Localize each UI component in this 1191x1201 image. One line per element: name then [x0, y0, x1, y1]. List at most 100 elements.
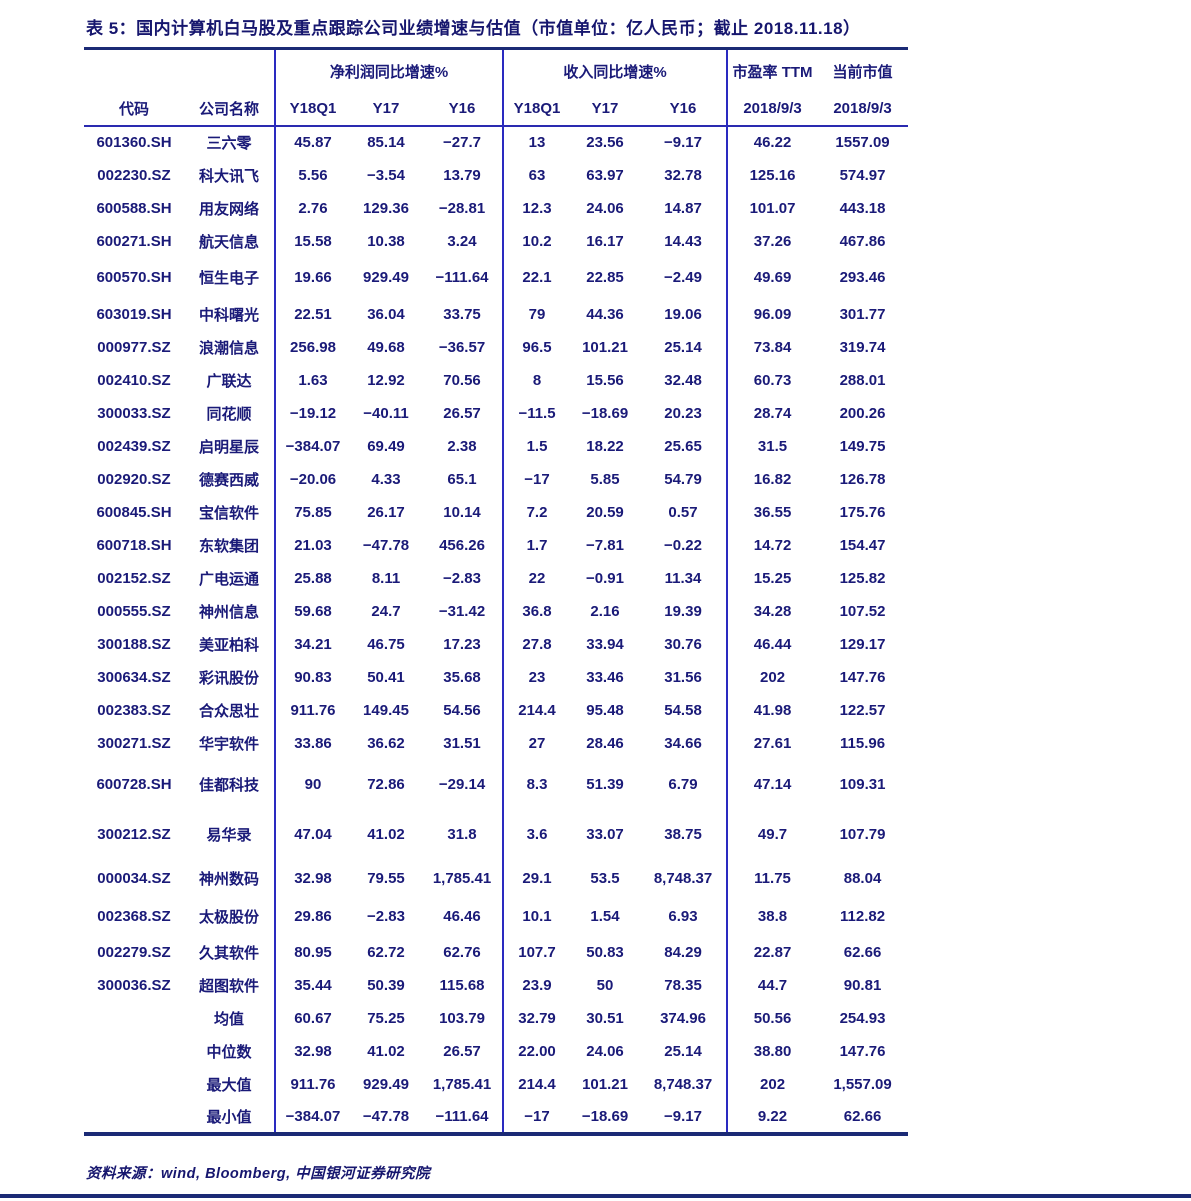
value-cell: −20.06 — [274, 462, 350, 496]
value-cell: 107.79 — [839, 826, 886, 843]
table-row: 002230.SZ 科大讯飞 5.56 −3.54 13.79 63 63.97 32.78 1… — [84, 158, 908, 192]
stock-code — [84, 1068, 184, 1101]
value-cell: 24.06 — [586, 199, 624, 217]
header-np-y17: Y17 — [372, 100, 400, 117]
header-pe-date: 2018/9/3 — [726, 92, 818, 126]
value-cell: 1.7 — [502, 528, 571, 562]
value-cell: 12.92 — [367, 371, 405, 389]
value-cell: 46.44 — [726, 627, 818, 661]
value-cell: 35.44 — [274, 968, 350, 1002]
value-cell: 5.85 — [590, 470, 620, 488]
table-row: 600588.SH 用友网络 2.76 129.36 −28.81 12.3 24.06 14… — [84, 191, 908, 225]
value-cell: 23.9 — [502, 968, 571, 1002]
value-cell: 293.46 — [839, 269, 886, 286]
value-cell: 20.23 — [664, 404, 702, 422]
stock-code: 002368.SZ — [97, 908, 171, 925]
value-cell: 443.18 — [839, 199, 886, 217]
header-np-y18q1: Y18Q1 — [274, 92, 350, 126]
value-cell: 32.98 — [274, 1034, 350, 1068]
summary-row: 中位数 32.98 41.02 26.57 22.00 24.06 25.14 38.80 14… — [84, 1034, 908, 1068]
value-cell: 90.83 — [274, 660, 350, 694]
company-name: 超图软件 — [198, 977, 259, 995]
value-cell: 7.2 — [502, 495, 571, 529]
stock-code: 300634.SZ — [97, 668, 171, 686]
value-cell: −18.69 — [581, 404, 629, 422]
value-cell: 10.1 — [502, 897, 571, 936]
value-cell: 73.84 — [726, 330, 818, 364]
value-cell: 31.56 — [664, 668, 702, 686]
value-cell: 3.24 — [447, 232, 477, 250]
company-name: 最大值 — [206, 1076, 252, 1094]
value-cell: 911.76 — [274, 1067, 350, 1101]
value-cell: −17 — [502, 462, 571, 496]
value-cell: 19.39 — [664, 602, 702, 620]
value-cell: 46.75 — [367, 635, 405, 653]
value-cell: 9.22 — [726, 1100, 818, 1134]
page-bottom-rule — [0, 1194, 1191, 1198]
value-cell: 214.4 — [502, 693, 571, 727]
value-cell: 90 — [274, 759, 350, 810]
value-cell: 19.66 — [274, 257, 350, 298]
company-name: 启明星辰 — [198, 438, 259, 456]
stock-code — [84, 1002, 184, 1035]
value-cell: 288.01 — [839, 371, 886, 389]
table-row: 600718.SH 东软集团 21.03 −47.78 456.26 1.7 −7.81 −0… — [84, 528, 908, 562]
company-name: 三六零 — [206, 135, 252, 152]
value-cell: −28.81 — [438, 199, 486, 217]
company-name: 佳都科技 — [198, 777, 259, 794]
table-row: 300033.SZ 同花顺 −19.12 −40.11 26.57 −11.5 −18.69… — [84, 396, 908, 430]
company-name: 神州数码 — [198, 871, 259, 888]
stock-code: 002439.SZ — [97, 437, 171, 455]
value-cell: 53.5 — [590, 870, 620, 887]
stock-code: 002410.SZ — [97, 371, 171, 389]
value-cell: 70.56 — [443, 371, 481, 389]
stock-code: 002230.SZ — [97, 166, 171, 184]
value-cell: 65.1 — [447, 470, 477, 488]
value-cell: −3.54 — [367, 166, 405, 184]
value-cell: 36.8 — [502, 594, 571, 628]
company-name: 久其软件 — [198, 944, 259, 962]
value-cell: 149.45 — [363, 701, 409, 719]
value-cell: 129.17 — [839, 635, 886, 653]
table-row: 002410.SZ 广联达 1.63 12.92 70.56 8 15.56 32.48 60.… — [84, 363, 908, 397]
value-cell: 202 — [726, 1067, 818, 1101]
value-cell: 54.79 — [664, 470, 702, 488]
value-cell: 23.56 — [586, 134, 624, 151]
value-cell: 29.86 — [274, 897, 350, 936]
value-cell: 147.76 — [839, 668, 886, 686]
value-cell: 18.22 — [586, 437, 624, 455]
company-name: 易华录 — [206, 827, 252, 844]
table-row: 002279.SZ 久其软件 80.95 62.72 62.76 107.7 50.83 84… — [84, 935, 908, 969]
value-cell: 16.17 — [586, 232, 624, 250]
value-cell: 2.76 — [274, 191, 350, 225]
value-cell: 62.72 — [367, 943, 405, 961]
performance-valuation-table: 净利润同比增速% 收入同比增速% 市盈率 TTM 当前市值 代码 公司名称 Y1… — [84, 47, 909, 1136]
stock-code: 002920.SZ — [97, 470, 171, 488]
value-cell: 78.35 — [664, 976, 702, 994]
value-cell: −0.91 — [586, 569, 624, 587]
value-cell: 107.7 — [502, 935, 571, 969]
value-cell: 13.79 — [443, 166, 481, 184]
company-name: 浪潮信息 — [198, 339, 259, 357]
value-cell: 929.49 — [363, 269, 409, 286]
value-cell: −2.49 — [664, 269, 702, 286]
table-title: 表 5：国内计算机白马股及重点跟踪公司业绩增速与估值（市值单位：亿人民币；截止 … — [86, 19, 861, 38]
header-group-row: 净利润同比增速% 收入同比增速% 市盈率 TTM 当前市值 — [84, 48, 908, 93]
table-row: 601360.SH 三六零 45.87 85.14 −27.7 13 23.56 −9.17 4… — [84, 125, 908, 159]
value-cell: 125.16 — [726, 158, 818, 192]
value-cell: 107.52 — [839, 602, 886, 620]
value-cell: 154.47 — [839, 536, 886, 554]
value-cell: 62.76 — [443, 943, 481, 961]
value-cell: 6.79 — [668, 776, 698, 793]
value-cell: 75.25 — [367, 1009, 405, 1027]
value-cell: 49.68 — [367, 338, 405, 356]
value-cell: 1557.09 — [835, 134, 890, 151]
header-spacer — [84, 49, 275, 93]
value-cell: 26.57 — [443, 1042, 481, 1060]
value-cell: 34.21 — [274, 627, 350, 661]
value-cell: 41.98 — [726, 693, 818, 727]
header-mcap-date: 2018/9/3 — [833, 100, 892, 117]
value-cell: −384.07 — [274, 429, 350, 463]
value-cell: 36.04 — [367, 305, 405, 323]
